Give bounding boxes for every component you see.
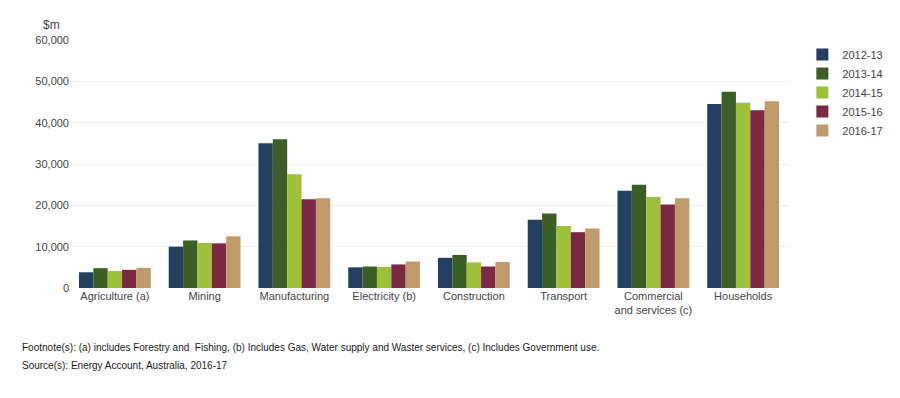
svg-text:2012-13: 2012-13 <box>842 49 882 61</box>
svg-text:Commercialand services (c): Commercialand services (c) <box>615 290 693 316</box>
svg-text:60,000: 60,000 <box>35 34 69 46</box>
svg-text:Households: Households <box>714 290 773 302</box>
svg-text:2014-15: 2014-15 <box>842 87 882 99</box>
svg-text:40,000: 40,000 <box>35 117 69 129</box>
svg-text:50,000: 50,000 <box>35 75 69 87</box>
svg-text:Agriculture (a): Agriculture (a) <box>80 290 149 302</box>
svg-text:30,000: 30,000 <box>35 158 69 170</box>
svg-text:Transport: Transport <box>540 290 587 302</box>
svg-text:20,000: 20,000 <box>35 199 69 211</box>
svg-text:2015-16: 2015-16 <box>842 106 882 118</box>
svg-text:10,000: 10,000 <box>35 241 69 253</box>
svg-text:0: 0 <box>63 282 69 294</box>
svg-text:Footnote(s): (a) includes Fore: Footnote(s): (a) includes Forestry and F… <box>22 342 599 353</box>
svg-text:$m: $m <box>43 18 60 32</box>
svg-text:Construction: Construction <box>443 290 505 302</box>
svg-text:Mining: Mining <box>188 290 220 302</box>
svg-text:Manufacturing: Manufacturing <box>260 290 330 302</box>
svg-text:2016-17: 2016-17 <box>842 125 882 137</box>
svg-text:Electricity (b): Electricity (b) <box>352 290 416 302</box>
svg-text:Source(s): Energy Account, Aus: Source(s): Energy Account, Australia, 20… <box>22 360 228 371</box>
svg-text:2013-14: 2013-14 <box>842 68 882 80</box>
